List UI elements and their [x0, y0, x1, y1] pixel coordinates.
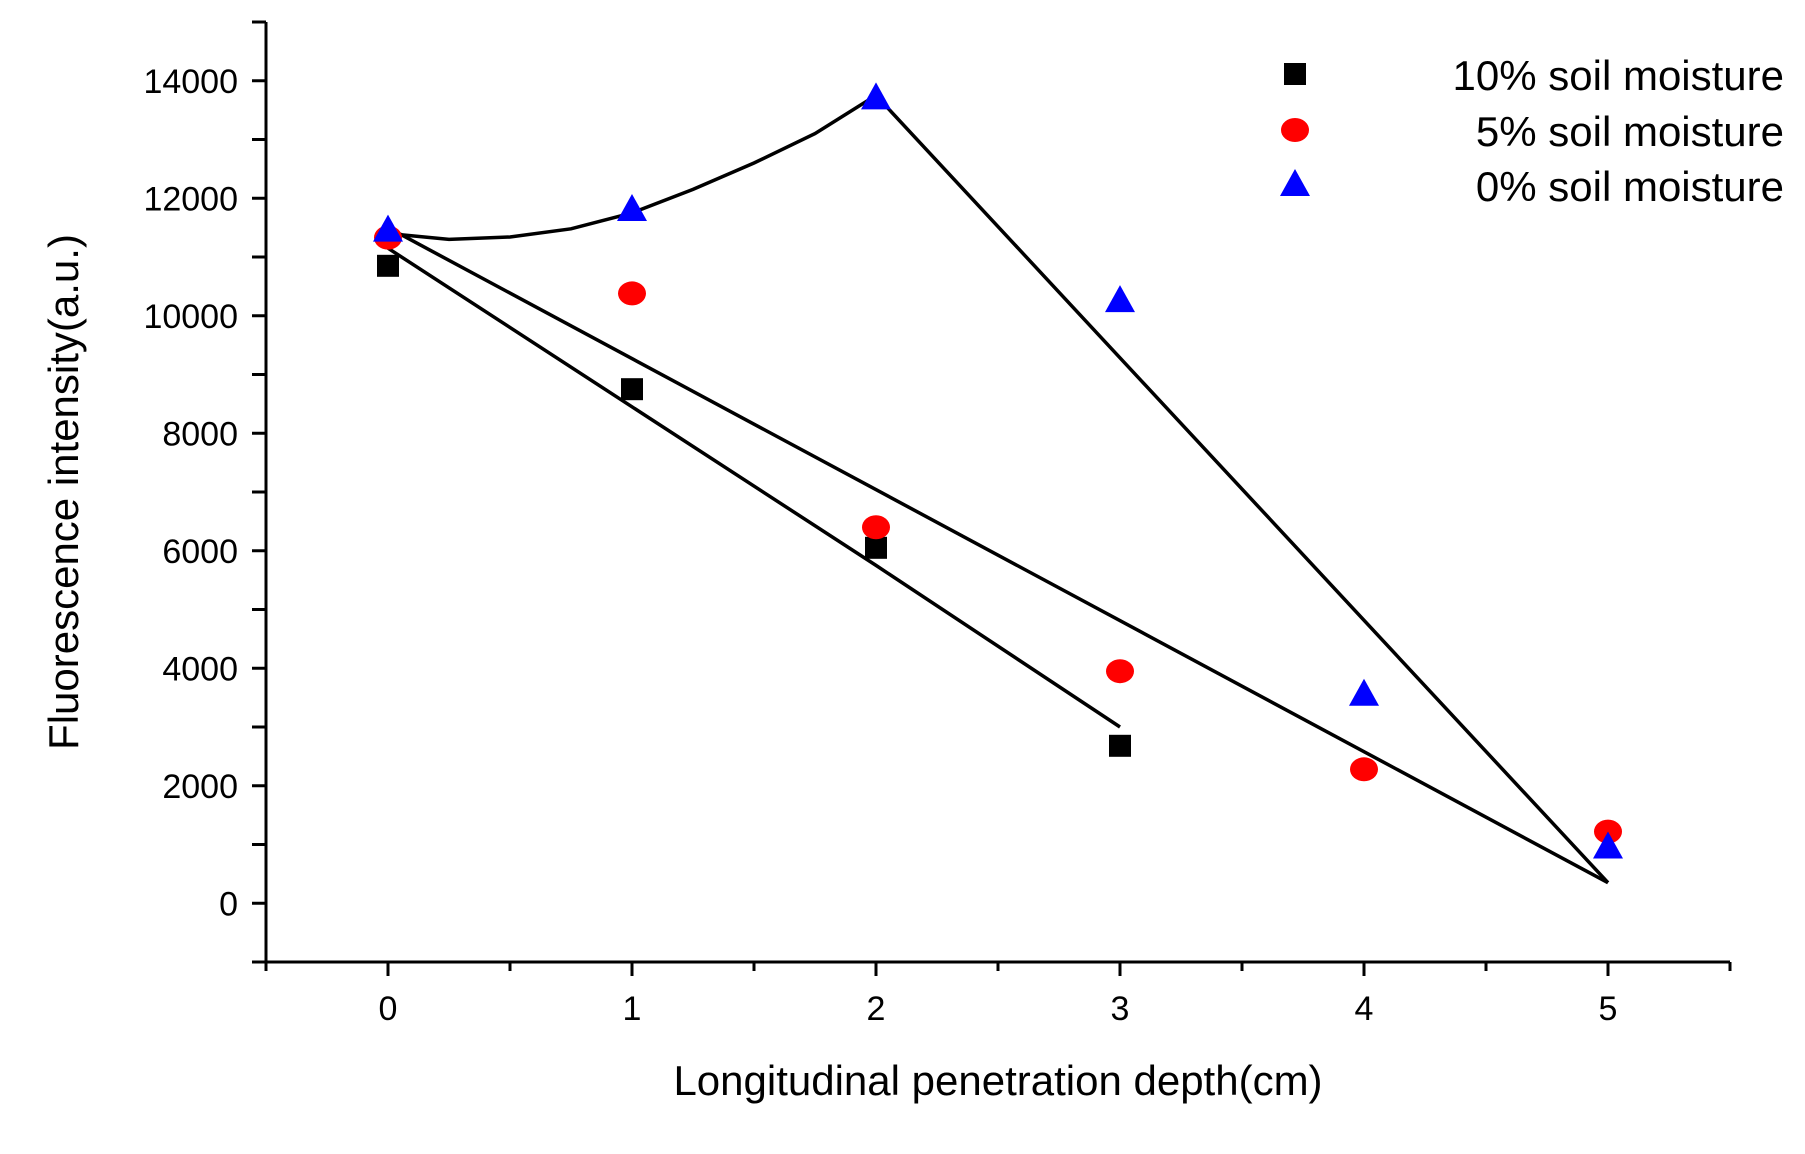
x-tick-label: 3 [1111, 990, 1130, 1028]
fit-lines [387, 93, 1610, 885]
y-tick-label: 14000 [143, 63, 238, 101]
x-tick-label: 2 [867, 990, 886, 1028]
data-point-series-2 [618, 281, 646, 306]
x-tick-label: 0 [379, 990, 398, 1028]
data-point-series-2 [862, 515, 890, 540]
data-point-series-3 [1593, 831, 1623, 859]
legend: 10% soil moisture 5% soil moisture 0% soil… [1280, 52, 1784, 210]
y-tick-label: 10000 [143, 298, 238, 336]
fit-line-series-3 [387, 93, 1610, 884]
data-point-series-3 [1105, 285, 1135, 313]
data-points [373, 82, 1623, 859]
legend-label-series-1: 10% soil moisture [1453, 52, 1784, 99]
y-tick-label: 6000 [162, 533, 238, 571]
legend-marker-series-2 [1281, 118, 1309, 142]
data-point-series-3 [373, 214, 403, 242]
legend-marker-series-3 [1280, 169, 1310, 196]
y-tick-label: 2000 [162, 768, 238, 806]
y-tick-label: 4000 [162, 650, 238, 688]
y-tick-label: 8000 [162, 415, 238, 453]
x-tick-label: 4 [1355, 990, 1374, 1028]
legend-marker-series-1 [1284, 63, 1306, 85]
y-tick-label: 0 [219, 885, 238, 923]
y-axis-title: Fluorescence intensity(a.u.) [40, 234, 87, 750]
x-tick-label: 1 [623, 990, 642, 1028]
data-point-series-3 [617, 194, 647, 221]
y-tick-label: 12000 [143, 180, 238, 218]
x-tick-label: 5 [1599, 990, 1618, 1028]
data-point-series-1 [377, 254, 399, 277]
data-point-series-3 [861, 82, 891, 110]
data-point-series-2 [1350, 757, 1378, 782]
data-point-series-3 [1349, 678, 1379, 706]
data-point-series-1 [621, 378, 643, 401]
x-ticks: 0 1 2 3 4 5 [264, 962, 1732, 1028]
data-point-series-1 [1109, 734, 1131, 757]
fit-line-series-1 [387, 246, 1121, 729]
y-ticks: 0 2000 4000 6000 8000 10000 12000 14000 [143, 20, 266, 964]
data-point-series-2 [1106, 659, 1134, 684]
x-axis-title: Longitudinal penetration depth(cm) [673, 1057, 1322, 1104]
fit-line-series-2 [387, 226, 1609, 885]
legend-label-series-2: 5% soil moisture [1476, 108, 1784, 155]
data-point-series-1 [865, 536, 887, 559]
legend-label-series-3: 0% soil moisture [1476, 163, 1784, 210]
